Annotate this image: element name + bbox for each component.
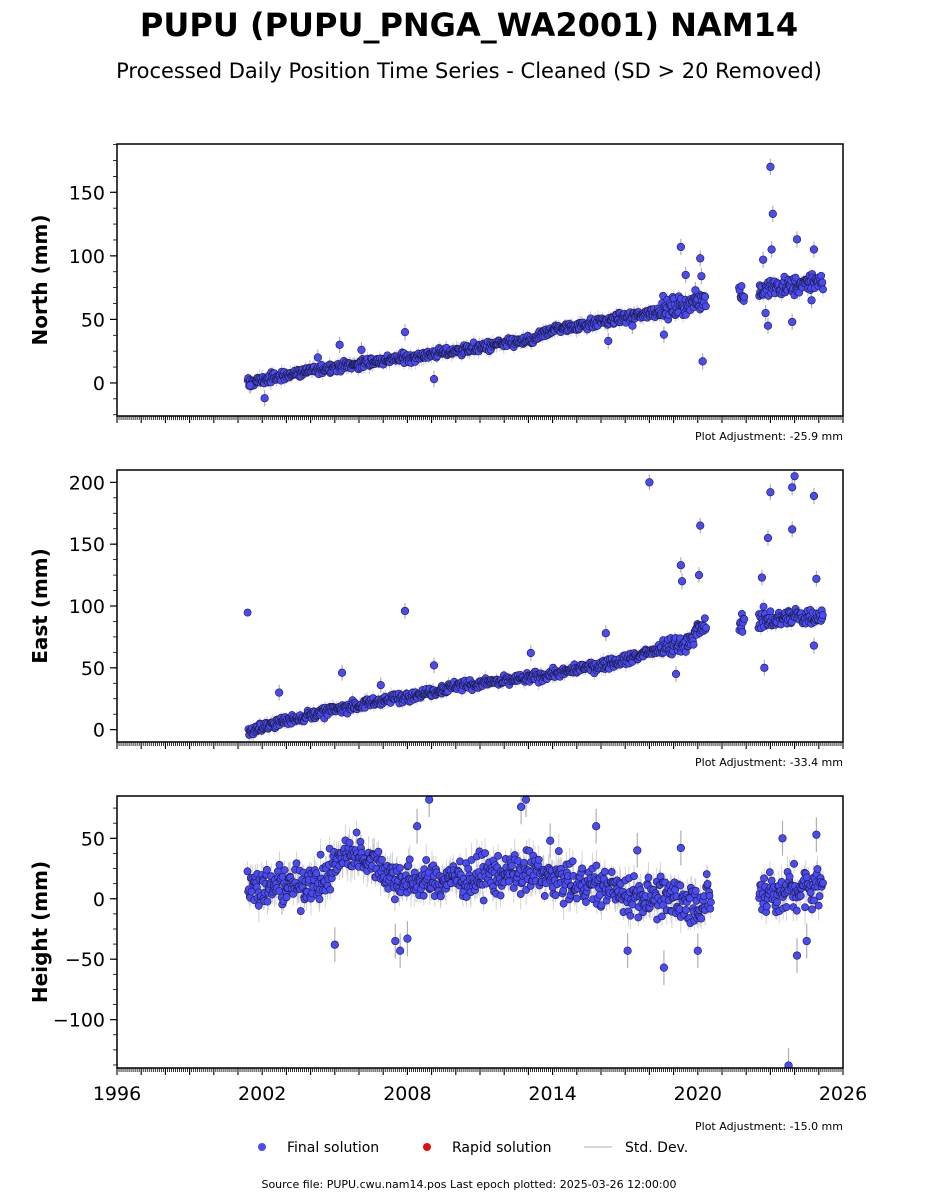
outlier-point [812, 574, 821, 583]
solution-cloud [243, 472, 827, 739]
outlier-point [792, 235, 802, 244]
x-ticks [116, 416, 844, 423]
outlier-point [400, 328, 410, 337]
solution-point [791, 273, 800, 282]
solution-point [818, 611, 827, 620]
outlier-point [376, 681, 385, 690]
figure-title: PUPU (PUPU_PNGA_WA2001) NAM14 [140, 6, 798, 44]
outlier-point [676, 242, 685, 252]
solution-point [700, 614, 709, 623]
y-tick-label: 150 [69, 182, 105, 204]
outlier-point [246, 381, 255, 390]
outlier-point [760, 663, 769, 672]
outlier-point [697, 272, 706, 281]
outlier-point [313, 353, 322, 362]
outlier-point [628, 321, 637, 330]
outlier-point [601, 629, 610, 638]
stddev-bars [247, 470, 824, 742]
stddev-bars [246, 796, 824, 1068]
y-ticks: 0 50 100 150 200 [69, 472, 117, 742]
outlier-point [788, 525, 797, 534]
y-tick-label: 150 [69, 534, 105, 556]
solution-point [243, 608, 252, 617]
outlier-point [337, 668, 347, 677]
solution-point [740, 292, 749, 301]
solution-point [737, 282, 746, 290]
outlier-point [809, 245, 819, 254]
outlier-point [677, 577, 687, 586]
outlier-point [429, 375, 439, 384]
solution-cloud [243, 162, 827, 403]
plot-area [243, 470, 827, 742]
solution-point [740, 615, 749, 624]
outlier-point [260, 394, 269, 403]
x-ticks [116, 742, 844, 749]
outlier-point [400, 606, 410, 616]
solution-point [689, 640, 698, 649]
solution-point [702, 302, 710, 311]
outlier-point [335, 340, 344, 349]
outlier-point [757, 573, 767, 582]
solution-point [759, 602, 768, 611]
outlier-point [759, 255, 768, 264]
outlier-point [275, 688, 284, 697]
outlier-point [788, 317, 797, 327]
outlier-point [429, 661, 439, 670]
y-tick-label: 100 [69, 596, 105, 618]
plot-adjustment: Plot Adjustment: -33.4 mm [695, 756, 843, 769]
outlier-point [807, 296, 816, 305]
outlier-point [681, 270, 690, 280]
solution-point [738, 627, 747, 636]
solution-point [701, 292, 710, 301]
solution-point [818, 278, 827, 287]
solution-point [766, 607, 775, 616]
outlier-point [676, 561, 685, 570]
plot-frame [116, 469, 844, 743]
outlier-point [357, 345, 366, 355]
outlier-point [526, 648, 535, 658]
plot-area [243, 158, 827, 407]
plot-frame [116, 143, 844, 417]
outlier-point [696, 521, 705, 530]
y-tick-label: 200 [69, 472, 105, 494]
figure-subtitle: Processed Daily Position Time Series - C… [116, 59, 822, 83]
outlier-point [645, 478, 654, 487]
outlier-point [767, 245, 776, 254]
outlier-point [659, 330, 669, 339]
outlier-point [604, 336, 613, 346]
y-tick-label: 0 [93, 373, 105, 395]
plot-area [243, 796, 827, 1068]
outlier-point [809, 491, 819, 501]
y-axis-label: North (mm) [28, 214, 52, 345]
y-tick-label: 50 [81, 309, 105, 331]
north-panel: 0 50 100 150 North (mm) Plot Adjustment: -25.… [28, 143, 844, 443]
outlier-point [671, 669, 681, 679]
y-tick-label: 50 [81, 658, 105, 680]
east-panel: 0 50 100 150 200 East (mm) Plot Adjustment: -3… [28, 469, 844, 769]
outlier-point [761, 308, 770, 318]
outlier-point [766, 162, 775, 171]
solution-point [817, 271, 826, 280]
outlier-point [768, 209, 777, 219]
solution-point [702, 623, 710, 632]
outlier-point [698, 357, 707, 366]
outlier-point [694, 570, 704, 580]
outlier-point [696, 254, 705, 263]
y-tick-label: 0 [93, 720, 105, 742]
plot-adjustment: Plot Adjustment: -25.9 mm [695, 430, 843, 443]
y-ticks: 0 50 100 150 [69, 144, 117, 416]
outlier-point [766, 488, 775, 497]
outlier-point [763, 533, 773, 543]
y-axis-label: East (mm) [28, 548, 52, 664]
solution-point [819, 285, 827, 294]
outlier-point [763, 321, 773, 330]
outlier-point [691, 286, 700, 295]
outlier-point [809, 641, 819, 650]
outlier-point [790, 472, 799, 481]
outlier-point [788, 483, 797, 492]
y-tick-label: 100 [69, 246, 105, 268]
